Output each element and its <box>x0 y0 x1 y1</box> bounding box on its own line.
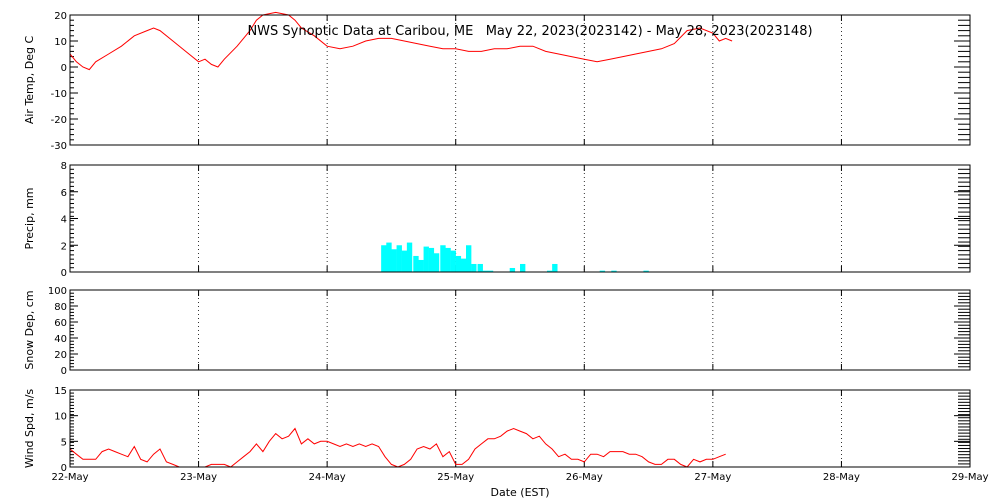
precip-bar <box>455 255 462 272</box>
wind-speed-plot-frame <box>69 389 971 468</box>
wind-speed-y-tick-label: 0 <box>61 463 67 474</box>
wind-speed-y-tick-label: 15 <box>54 386 67 397</box>
precip-bar <box>552 263 558 272</box>
wind-speed-y-axis-title: Wind Spd, m/s <box>23 389 36 469</box>
precip-bar <box>406 242 413 272</box>
precip-bar <box>482 270 489 272</box>
snow-depth-y-tick-label: 60 <box>54 318 67 329</box>
precip-y-tick-label: 0 <box>61 268 67 279</box>
precip-bar <box>418 259 424 272</box>
snow-depth-y-tick-label: 100 <box>48 286 67 297</box>
precip-y-tick-label: 6 <box>61 188 67 199</box>
wind-speed-y-tick-label: 5 <box>61 437 67 448</box>
air-temp-y-tick-label: 20 <box>54 11 67 22</box>
precip-plot-frame <box>69 164 971 273</box>
panel-precip: 0 2 4 6 8 Precip, mm <box>23 161 971 279</box>
x-tick-label: 28-May <box>823 472 860 483</box>
air-temp-y-tick-label: 0 <box>61 63 67 74</box>
snow-depth-y-tick-label: 20 <box>54 350 67 361</box>
x-tick-label: 25-May <box>437 472 474 483</box>
precip-bar <box>433 253 440 272</box>
precip-bar <box>413 255 419 272</box>
precip-bar <box>386 242 392 272</box>
x-tick-label: 26-May <box>566 472 603 483</box>
precip-bar <box>423 246 429 272</box>
air-temp-plot-frame <box>69 14 971 146</box>
precip-y-axis-title: Precip, mm <box>23 188 36 250</box>
air-temp-y-tick-label: -10 <box>51 89 67 100</box>
precip-y-tick-label: 8 <box>61 161 67 172</box>
air-temp-series-line <box>69 11 733 71</box>
wind-speed-series-line <box>69 427 726 468</box>
precip-bar <box>509 267 516 272</box>
x-tick-label: 24-May <box>309 472 346 483</box>
precip-y-tick-label: 4 <box>61 215 67 226</box>
precip-bar <box>477 263 483 272</box>
snow-depth-y-tick-label: 0 <box>61 366 67 377</box>
air-temp-y-tick-label: -30 <box>51 141 67 152</box>
precip-bar <box>466 245 472 272</box>
precip-bar <box>487 270 494 272</box>
precip-bar <box>450 250 456 272</box>
chart-panels: -30 -20 -10 0 10 20 Air Temp, Deg C 0 2 4 6 8 Precip… <box>23 11 989 483</box>
snow-depth-y-tick-label: 40 <box>54 334 67 345</box>
panel-air-temp: -30 -20 -10 0 10 20 Air Temp, Deg C <box>23 11 971 152</box>
panel-wind-speed: 0 5 10 15 Wind Spd, m/s 22-May 23-May 24-May 25-… <box>23 386 989 483</box>
snow-depth-y-tick-label: 80 <box>54 302 67 313</box>
snow-depth-y-axis-title: Snow Dep, cm <box>23 290 36 369</box>
precip-y-tick-label: 2 <box>61 241 67 252</box>
air-temp-y-tick-label: 10 <box>54 37 67 48</box>
precip-bar <box>428 247 435 272</box>
snow-depth-plot-frame <box>69 289 971 371</box>
chart-title: NWS Synoptic Data at Caribou, ME May 22,… <box>247 24 812 39</box>
wind-speed-y-tick-label: 10 <box>54 412 67 423</box>
x-tick-label: 27-May <box>694 472 731 483</box>
precip-bar <box>440 245 446 272</box>
precip-bar <box>381 245 387 272</box>
x-tick-label: 23-May <box>180 472 217 483</box>
panel-snow-depth: 0 20 40 60 80 100 Snow Dep, cm <box>23 286 971 377</box>
air-temp-y-axis-title: Air Temp, Deg C <box>23 36 36 125</box>
precip-bar <box>396 245 402 272</box>
precip-bar <box>460 258 467 272</box>
x-tick-label: 29-May <box>951 472 988 483</box>
precip-bar <box>599 270 606 272</box>
x-axis-title: Date (EST) <box>490 486 549 499</box>
precip-bar <box>611 270 617 272</box>
precip-bar <box>471 263 477 272</box>
precip-bar <box>547 270 553 272</box>
precip-bar <box>643 270 649 272</box>
precip-bar <box>401 250 408 272</box>
x-tick-label: 22-May <box>51 472 88 483</box>
precip-bar <box>391 249 397 272</box>
air-temp-y-tick-label: -20 <box>51 115 67 126</box>
precip-bar <box>520 263 526 272</box>
precip-bar <box>445 247 451 272</box>
